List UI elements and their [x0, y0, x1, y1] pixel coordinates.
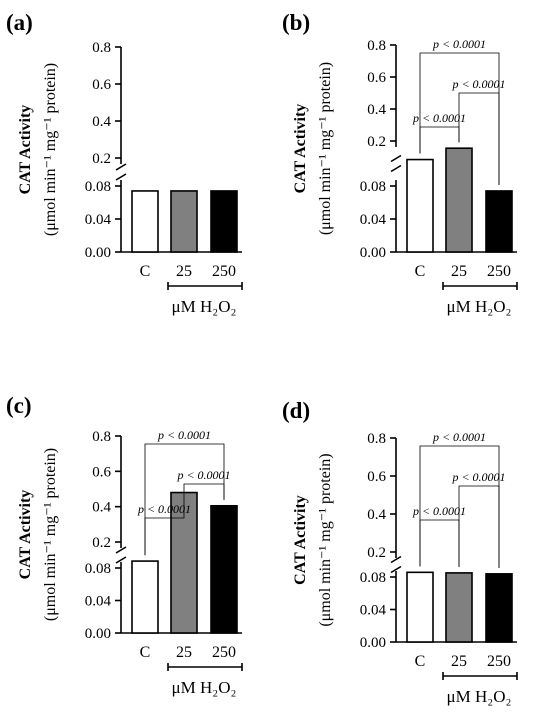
y-axis-unit-label: (μmol min⁻¹ mg⁻¹ protein) — [42, 63, 59, 236]
significance-bracket — [419, 445, 500, 568]
y-tick-label: 0.2 — [367, 545, 386, 561]
y-tick-label: 0.08 — [360, 570, 386, 586]
x-tick-label: 250 — [487, 263, 511, 280]
x-tick-label: 25 — [451, 263, 467, 280]
axis-break-mark — [390, 555, 402, 564]
y-tick-label: 0.6 — [92, 464, 111, 480]
p-value-label: p < 0.0001 — [412, 111, 466, 125]
y-tick-label: 0.8 — [367, 431, 386, 447]
panel-label: (b) — [282, 10, 310, 35]
x-group-label: μM H₂O₂ — [172, 678, 237, 697]
chart-panel-d: (d) CAT Activity (μmol min⁻¹ mg⁻¹ protein)… — [282, 398, 518, 706]
axis-break-mark — [390, 154, 402, 163]
y-tick-label: 0.6 — [92, 77, 111, 93]
bar-25 — [445, 147, 473, 253]
y-tick-label: 0.2 — [92, 535, 111, 551]
bar-250 — [210, 504, 238, 634]
bar-250 — [485, 573, 513, 643]
significance-bracket — [458, 485, 500, 568]
x-tick-label: 25 — [176, 263, 192, 280]
y-tick-label: 0.4 — [367, 102, 386, 118]
y-tick-label: 0.6 — [367, 469, 386, 485]
y-tick-label: 0.04 — [360, 603, 387, 619]
p-value-label: p < 0.0001 — [412, 504, 466, 518]
axis-break-mark — [390, 164, 402, 173]
bar-C — [131, 560, 159, 634]
y-tick-label: 0.00 — [85, 626, 111, 642]
y-tick-label: 0.08 — [360, 179, 386, 195]
bar-C — [131, 190, 159, 253]
bar-C — [406, 571, 434, 643]
significance-bracket — [419, 52, 500, 185]
y-tick-label: 0.4 — [92, 500, 111, 516]
y-tick-label: 0.04 — [85, 212, 112, 228]
axis-break-mark — [115, 546, 127, 554]
p-value-label: p < 0.0001 — [451, 77, 505, 91]
y-tick-label: 0.08 — [85, 561, 111, 577]
bar-250 — [485, 190, 513, 253]
axis-break-mark — [115, 556, 127, 564]
y-axis-unit-label: (μmol min⁻¹ mg⁻¹ protein) — [317, 62, 334, 235]
p-value-label: p < 0.0001 — [432, 430, 486, 444]
axis-break-mark — [390, 565, 402, 574]
x-tick-label: 250 — [212, 644, 236, 661]
x-group-label: μM H₂O₂ — [447, 297, 512, 316]
significance-bracket — [144, 443, 225, 556]
y-tick-label: 0.6 — [367, 70, 386, 86]
p-value-label: p < 0.0001 — [451, 470, 505, 484]
y-tick-label: 0.08 — [85, 179, 111, 195]
significance-bracket — [419, 519, 460, 567]
y-axis-unit-label: (μmol min⁻¹ mg⁻¹ protein) — [317, 453, 334, 626]
p-value-label: p < 0.0001 — [176, 468, 230, 482]
x-tick-label: C — [415, 263, 426, 280]
y-tick-label: 0.8 — [92, 40, 111, 56]
bar-25 — [445, 572, 473, 643]
panel-label: (a) — [6, 10, 33, 35]
y-axis-title: CAT Activity — [17, 105, 34, 195]
y-tick-label: 0.04 — [360, 212, 387, 228]
y-axis-title: CAT Activity — [17, 490, 34, 580]
bar-C — [406, 158, 434, 253]
p-value-label: p < 0.0001 — [157, 428, 211, 442]
x-tick-label: 25 — [451, 653, 467, 670]
y-tick-label: 0.00 — [360, 245, 386, 261]
x-tick-label: 25 — [176, 644, 192, 661]
chart-panel-b: (b) CAT Activity (μmol min⁻¹ mg⁻¹ protein)… — [282, 10, 518, 316]
y-tick-label: 0.00 — [360, 635, 386, 651]
y-axis-title: CAT Activity — [292, 495, 309, 585]
axis-break-mark — [115, 173, 127, 181]
y-tick-label: 0.2 — [367, 134, 386, 150]
y-tick-label: 0.04 — [85, 594, 112, 610]
x-tick-label: C — [140, 644, 151, 661]
y-tick-label: 0.4 — [367, 507, 386, 523]
x-group-label: μM H₂O₂ — [172, 297, 237, 316]
x-tick-label: C — [140, 263, 151, 280]
y-tick-label: 0.00 — [85, 245, 111, 261]
chart-panel-a: (a) CAT Activity (μmol min⁻¹ mg⁻¹ protein)… — [6, 10, 243, 316]
x-tick-label: C — [415, 653, 426, 670]
x-tick-label: 250 — [487, 653, 511, 670]
y-tick-label: 0.8 — [367, 38, 386, 54]
panel-label: (c) — [6, 393, 32, 418]
y-tick-label: 0.2 — [92, 151, 111, 167]
y-axis-title: CAT Activity — [292, 104, 309, 194]
y-tick-label: 0.8 — [92, 429, 111, 445]
x-tick-label: 250 — [212, 263, 236, 280]
axis-break-mark — [115, 163, 127, 171]
x-group-label: μM H₂O₂ — [447, 687, 512, 706]
p-value-label: p < 0.0001 — [137, 502, 191, 516]
y-tick-label: 0.4 — [92, 114, 111, 130]
panel-label: (d) — [282, 398, 310, 423]
bar-250 — [210, 190, 238, 253]
chart-panel-c: (c) CAT Activity (μmol min⁻¹ mg⁻¹ protein)… — [6, 393, 243, 697]
bar-25 — [170, 190, 198, 253]
y-axis-unit-label: (μmol min⁻¹ mg⁻¹ protein) — [42, 448, 59, 621]
p-value-label: p < 0.0001 — [432, 37, 486, 51]
